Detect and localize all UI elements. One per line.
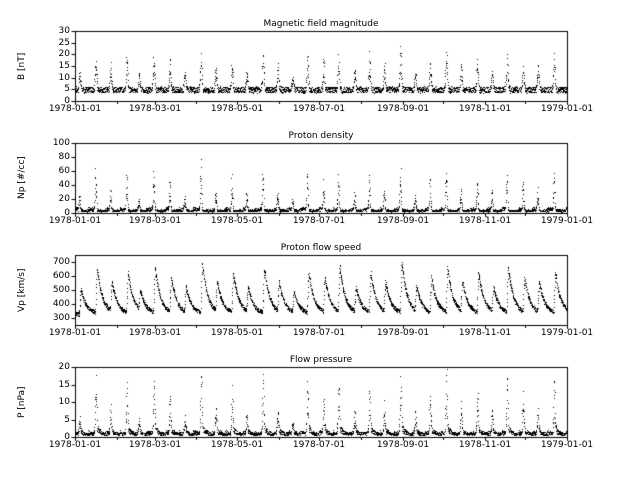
y-tick-label: 20 [58,49,70,59]
plot-title: Proton density [288,131,354,141]
x-tick-labels: 1978-01-01 1978-03-01 1978-05-01 1978-07-01… [0,354,640,466]
y-tick-label: 0 [64,96,70,106]
x-tick-label: 1978-11-01 [458,328,512,338]
y-tick-label: 60 [58,166,70,176]
x-tick-label: 1979-01-01 [540,216,594,226]
y-tick-labels: 300 400 500 600 700 [0,242,70,354]
x-tick-label: 1979-01-01 [540,328,594,338]
flow-speed-plot-canvas [0,242,640,354]
x-tick-label: 1978-11-01 [458,440,512,450]
y-tick-label: 0 [64,432,70,442]
y-tick-label: 400 [52,299,70,309]
y-tick-label: 100 [52,138,70,148]
flow-pressure-plot-canvas [0,354,640,466]
x-tick-label: 1978-11-01 [458,216,512,226]
y-tick-label: 10 [58,73,70,83]
panel-flow-pressure: Flow pressure P [nPa] 0 5 10 15 20 1978-01-0… [0,354,640,466]
y-tick-label: 20 [58,362,70,372]
x-tick-label: 1978-01-01 [48,216,102,226]
y-tick-label: 0 [64,208,70,218]
x-tick-labels: 1978-01-01 1978-03-01 1978-05-01 1978-07-01… [0,18,640,130]
y-tick-label: 25 [58,38,70,48]
y-tick-label: 40 [58,180,70,190]
x-tick-label: 1978-01-01 [48,328,102,338]
y-tick-label: 700 [52,257,70,267]
x-tick-label: 1978-05-01 [210,216,264,226]
x-tick-label: 1978-03-01 [128,440,182,450]
x-tick-label: 1978-07-01 [292,328,346,338]
y-tick-label: 20 [58,194,70,204]
x-tick-label: 1978-01-01 [48,104,102,114]
x-tick-label: 1978-03-01 [128,104,182,114]
magnetic-field-plot-canvas [0,18,640,130]
y-tick-label: 5 [64,415,70,425]
plot-title: Flow pressure [289,355,353,365]
x-tick-label: 1978-09-01 [376,328,430,338]
x-tick-label: 1978-07-01 [292,440,346,450]
x-tick-label: 1978-09-01 [376,104,430,114]
x-tick-label: 1978-11-01 [458,104,512,114]
x-tick-label: 1978-05-01 [210,328,264,338]
y-tick-label: 5 [64,84,70,94]
y-tick-label: 300 [52,313,70,323]
y-tick-label: 80 [58,152,70,162]
y-tick-label: 15 [58,380,70,390]
panel-magnetic-field-magnitude: Magnetic field magnitude B [nT] 0 5 10 15 20… [0,18,640,130]
panel-proton-density: Proton density Np [#/cc] 0 20 40 60 80 100 19… [0,130,640,242]
x-tick-label: 1978-01-01 [48,440,102,450]
y-tick-label: 10 [58,397,70,407]
y-tick-label: 30 [58,26,70,36]
y-tick-label: 500 [52,285,70,295]
y-tick-label: 15 [58,61,70,71]
plot-title: Magnetic field magnitude [263,19,379,29]
x-tick-label: 1978-03-01 [128,328,182,338]
x-tick-label: 1978-09-01 [376,440,430,450]
x-tick-label: 1979-01-01 [540,440,594,450]
x-tick-label: 1978-05-01 [210,440,264,450]
y-tick-label: 600 [52,271,70,281]
y-tick-labels: 0 5 10 15 20 25 30 [0,18,70,130]
proton-density-plot-canvas [0,130,640,242]
x-tick-labels: 1978-01-01 1978-03-01 1978-05-01 1978-07-01… [0,130,640,242]
plot-title: Proton flow speed [280,243,362,253]
x-tick-label: 1978-05-01 [210,104,264,114]
y-tick-labels: 0 5 10 15 20 [0,354,70,466]
panel-proton-flow-speed: Proton flow speed Vp [km/s] 300 400 500 600… [0,242,640,354]
x-tick-label: 1978-09-01 [376,216,430,226]
x-tick-labels: 1978-01-01 1978-03-01 1978-05-01 1978-07-01… [0,242,640,354]
y-tick-labels: 0 20 40 60 80 100 [0,130,70,242]
x-tick-label: 1978-07-01 [292,104,346,114]
x-tick-label: 1979-01-01 [540,104,594,114]
x-tick-label: 1978-07-01 [292,216,346,226]
x-tick-label: 1978-03-01 [128,216,182,226]
